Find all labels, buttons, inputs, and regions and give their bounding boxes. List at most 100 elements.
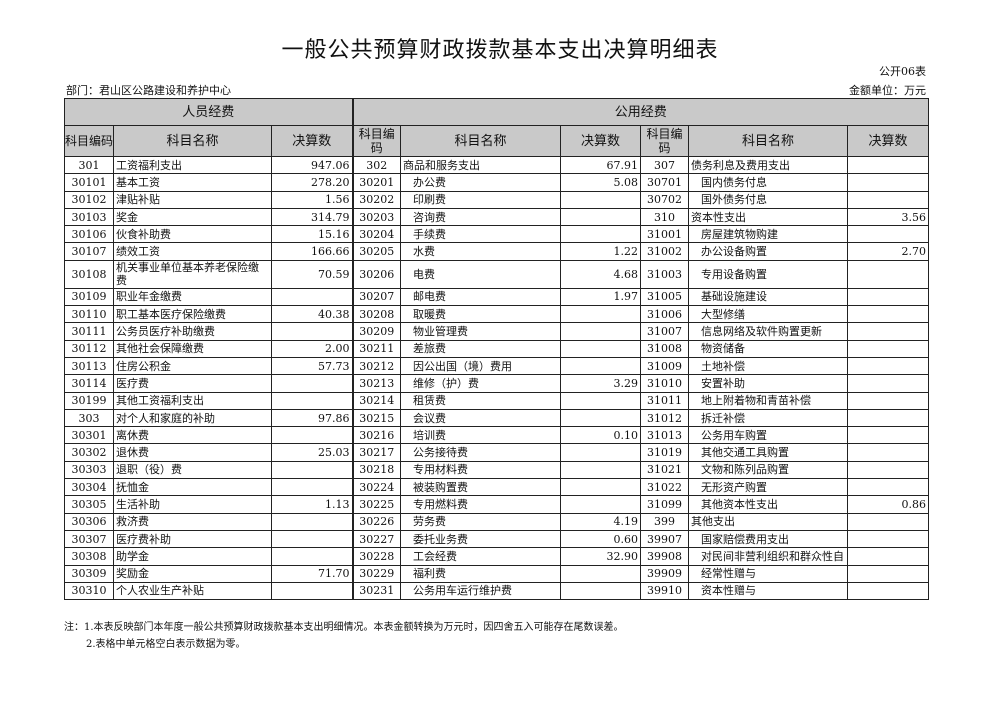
subject-code: 30101 <box>64 173 114 192</box>
note-1: 注：1.本表反映部门本年度一般公共预算财政拨款基本支出明细情况。本表金额转换为万… <box>64 622 624 633</box>
subject-name: 奖金 <box>113 207 272 227</box>
table-row: 30108 机关事业单位基本养老保险缴费 70.59 30206 电费 4.68 31003… <box>64 259 930 289</box>
subject-name: 基础设施建设 <box>688 287 848 307</box>
amount <box>846 564 930 583</box>
subject-code: 30201 <box>351 173 401 192</box>
subject-code: 30110 <box>64 305 114 324</box>
amount <box>846 547 930 566</box>
subject-code: 30231 <box>351 581 401 601</box>
subject-name: 职工基本医疗保险缴费 <box>113 305 272 324</box>
subject-code: 30212 <box>351 356 401 376</box>
subject-code: 31005 <box>640 287 689 307</box>
subject-name: 债务利息及费用支出 <box>688 155 848 175</box>
table-row: 30309 奖励金 71.70 30229 福利费 39909 经常性赠与 <box>64 564 930 583</box>
subject-name: 津贴补贴 <box>113 190 272 209</box>
subject-name: 抚恤金 <box>113 478 272 497</box>
subject-name: 资本性支出 <box>688 207 848 227</box>
subject-name: 文物和陈列品购置 <box>688 460 848 480</box>
subject-name: 大型修缮 <box>688 305 848 324</box>
subject-name: 医疗费 <box>113 374 272 393</box>
subject-name: 工资福利支出 <box>113 155 272 175</box>
amount <box>560 443 641 462</box>
amount <box>271 391 353 410</box>
subject-name: 医疗费补助 <box>113 529 272 549</box>
subject-code: 39910 <box>640 581 689 601</box>
amount <box>560 581 641 601</box>
subject-code: 30204 <box>351 225 401 244</box>
subject-code: 30107 <box>64 242 114 261</box>
subject-name: 公务用车运行维护费 <box>400 581 561 601</box>
amount: 70.59 <box>271 259 353 289</box>
subject-code: 31011 <box>640 391 689 410</box>
subject-name: 资本性赠与 <box>688 581 848 601</box>
amount <box>560 322 641 341</box>
subject-code: 307 <box>640 155 689 175</box>
amount <box>271 374 353 393</box>
department-label: 部门：君山区公路建设和养护中心 <box>66 84 231 97</box>
amount: 0.10 <box>560 426 641 445</box>
table-row: 30310 个人农业生产补贴 30231 公务用车运行维护费 39910 资本性赠与 <box>64 581 930 601</box>
table-row: 30101 基本工资 278.20 30201 办公费 5.08 30701 国内债务付息 <box>64 173 930 192</box>
subject-name: 其他资本性支出 <box>688 495 848 514</box>
subject-code: 30215 <box>351 408 401 428</box>
subject-name: 拆迁补偿 <box>688 408 848 428</box>
subject-name: 商品和服务支出 <box>400 155 561 175</box>
subject-name: 经常性赠与 <box>688 564 848 583</box>
table-row: 30102 津贴补贴 1.56 30202 印刷费 30702 国外债务付息 <box>64 190 930 209</box>
subject-name: 手续费 <box>400 225 561 244</box>
form-number: 公开06表 <box>879 65 926 78</box>
subject-name: 退职（役）费 <box>113 460 272 480</box>
subject-code: 30217 <box>351 443 401 462</box>
subject-name: 水费 <box>400 242 561 261</box>
subject-name: 差旅费 <box>400 339 561 358</box>
subject-code: 31003 <box>640 259 689 289</box>
subject-code: 30213 <box>351 374 401 393</box>
subject-name: 公务接待费 <box>400 443 561 462</box>
subject-code: 30109 <box>64 287 114 307</box>
subject-name: 工会经费 <box>400 547 561 566</box>
amount <box>560 408 641 428</box>
header-code: 科目编码 <box>351 125 401 157</box>
amount <box>271 287 353 307</box>
header-code: 科目编码 <box>640 125 689 157</box>
subject-name: 维修（护）费 <box>400 374 561 393</box>
amount: 4.19 <box>560 512 641 531</box>
subject-code: 30207 <box>351 287 401 307</box>
amount <box>846 478 930 497</box>
amount: 1.13 <box>271 495 353 514</box>
table-row: 30112 其他社会保障缴费 2.00 30211 差旅费 31008 物资储备 <box>64 339 930 358</box>
subject-code: 303 <box>64 408 114 428</box>
subject-name: 其他工资福利支出 <box>113 391 272 410</box>
subject-code: 30307 <box>64 529 114 549</box>
subject-code: 30305 <box>64 495 114 514</box>
group-personnel: 人员经费 <box>64 98 353 126</box>
header-name: 科目名称 <box>400 125 561 157</box>
amount <box>846 225 930 244</box>
subject-code: 31007 <box>640 322 689 341</box>
subject-code: 31021 <box>640 460 689 480</box>
table-row: 301 工资福利支出 947.06 302 商品和服务支出 67.91 307 债务利息及费用… <box>64 155 930 175</box>
amount <box>846 529 930 549</box>
amount: 3.29 <box>560 374 641 393</box>
amount <box>846 259 930 289</box>
subject-code: 31013 <box>640 426 689 445</box>
subject-name: 委托业务费 <box>400 529 561 549</box>
subject-code: 30218 <box>351 460 401 480</box>
subject-code: 30301 <box>64 426 114 445</box>
amount: 0.60 <box>560 529 641 549</box>
subject-code: 39909 <box>640 564 689 583</box>
subject-code: 30203 <box>351 207 401 227</box>
amount <box>560 339 641 358</box>
amount: 57.73 <box>271 356 353 376</box>
subject-name: 咨询费 <box>400 207 561 227</box>
amount: 314.79 <box>271 207 353 227</box>
amount <box>560 190 641 209</box>
subject-code: 31009 <box>640 356 689 376</box>
subject-code: 31010 <box>640 374 689 393</box>
amount <box>560 564 641 583</box>
amount <box>846 443 930 462</box>
amount <box>846 426 930 445</box>
table-row: 30111 公务员医疗补助缴费 30209 物业管理费 31007 信息网络及软件购置更新 <box>64 322 930 341</box>
subject-code: 30114 <box>64 374 114 393</box>
table-row: 30113 住房公积金 57.73 30212 因公出国（境）费用 31009 土地补偿 <box>64 356 930 376</box>
